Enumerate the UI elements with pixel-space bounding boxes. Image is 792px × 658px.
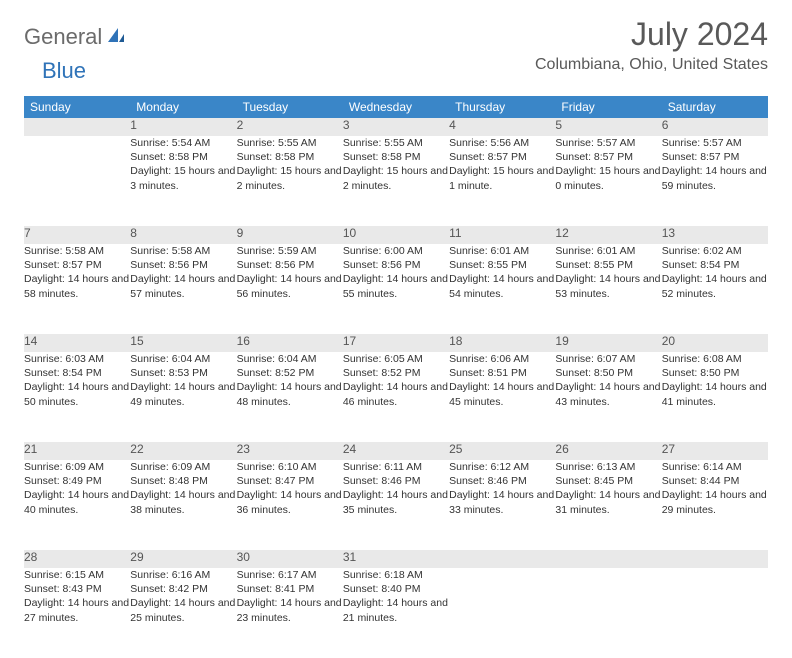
day-number: 30 [237,550,343,568]
day-number: 9 [237,226,343,244]
daynum-row: 123456 [24,118,768,136]
month-title: July 2024 [535,18,768,50]
day-number: 25 [449,442,555,460]
empty-day-cell [449,568,555,658]
day-cell: Sunrise: 6:09 AMSunset: 8:49 PMDaylight:… [24,460,130,550]
day-number: 12 [555,226,661,244]
day-cell: Sunrise: 5:57 AMSunset: 8:57 PMDaylight:… [662,136,768,226]
day-cell: Sunrise: 5:58 AMSunset: 8:57 PMDaylight:… [24,244,130,334]
day-number: 24 [343,442,449,460]
day-cell: Sunrise: 5:54 AMSunset: 8:58 PMDaylight:… [130,136,236,226]
day-number: 17 [343,334,449,352]
day-number: 1 [130,118,236,136]
day-cell: Sunrise: 6:11 AMSunset: 8:46 PMDaylight:… [343,460,449,550]
weekday-header: Wednesday [343,96,449,118]
day-number: 6 [662,118,768,136]
day-number: 29 [130,550,236,568]
day-number: 27 [662,442,768,460]
day-cell: Sunrise: 6:06 AMSunset: 8:51 PMDaylight:… [449,352,555,442]
daytext-row: Sunrise: 6:09 AMSunset: 8:49 PMDaylight:… [24,460,768,550]
day-number: 23 [237,442,343,460]
day-cell: Sunrise: 6:04 AMSunset: 8:53 PMDaylight:… [130,352,236,442]
brand-part2: Blue [42,58,86,83]
daynum-row: 21222324252627 [24,442,768,460]
day-cell: Sunrise: 6:01 AMSunset: 8:55 PMDaylight:… [449,244,555,334]
day-cell: Sunrise: 6:10 AMSunset: 8:47 PMDaylight:… [237,460,343,550]
day-cell: Sunrise: 5:57 AMSunset: 8:57 PMDaylight:… [555,136,661,226]
weekday-header-row: Sunday Monday Tuesday Wednesday Thursday… [24,96,768,118]
day-cell: Sunrise: 6:14 AMSunset: 8:44 PMDaylight:… [662,460,768,550]
day-number: 7 [24,226,130,244]
day-cell: Sunrise: 5:58 AMSunset: 8:56 PMDaylight:… [130,244,236,334]
day-cell: Sunrise: 6:12 AMSunset: 8:46 PMDaylight:… [449,460,555,550]
day-number: 3 [343,118,449,136]
day-number: 22 [130,442,236,460]
day-cell: Sunrise: 5:59 AMSunset: 8:56 PMDaylight:… [237,244,343,334]
day-number: 10 [343,226,449,244]
day-number: 5 [555,118,661,136]
day-number: 15 [130,334,236,352]
empty-day-number [662,550,768,568]
brand-part1: General [24,24,102,50]
daynum-row: 28293031 [24,550,768,568]
day-cell: Sunrise: 5:56 AMSunset: 8:57 PMDaylight:… [449,136,555,226]
day-cell: Sunrise: 6:08 AMSunset: 8:50 PMDaylight:… [662,352,768,442]
day-number: 19 [555,334,661,352]
day-cell: Sunrise: 5:55 AMSunset: 8:58 PMDaylight:… [343,136,449,226]
empty-day-cell [555,568,661,658]
daytext-row: Sunrise: 5:54 AMSunset: 8:58 PMDaylight:… [24,136,768,226]
day-number: 26 [555,442,661,460]
day-number: 21 [24,442,130,460]
empty-day-cell [662,568,768,658]
day-cell: Sunrise: 6:15 AMSunset: 8:43 PMDaylight:… [24,568,130,658]
calendar-body: 123456Sunrise: 5:54 AMSunset: 8:58 PMDay… [24,118,768,658]
daynum-row: 14151617181920 [24,334,768,352]
day-number: 2 [237,118,343,136]
day-number: 16 [237,334,343,352]
day-cell: Sunrise: 6:03 AMSunset: 8:54 PMDaylight:… [24,352,130,442]
day-number: 4 [449,118,555,136]
empty-day-number [449,550,555,568]
daytext-row: Sunrise: 5:58 AMSunset: 8:57 PMDaylight:… [24,244,768,334]
empty-day-number [24,118,130,136]
day-number: 31 [343,550,449,568]
weekday-header: Friday [555,96,661,118]
day-number: 8 [130,226,236,244]
day-number: 18 [449,334,555,352]
day-cell: Sunrise: 6:04 AMSunset: 8:52 PMDaylight:… [237,352,343,442]
weekday-header: Saturday [662,96,768,118]
day-cell: Sunrise: 6:07 AMSunset: 8:50 PMDaylight:… [555,352,661,442]
day-cell: Sunrise: 6:00 AMSunset: 8:56 PMDaylight:… [343,244,449,334]
day-cell: Sunrise: 6:16 AMSunset: 8:42 PMDaylight:… [130,568,236,658]
weekday-header: Tuesday [237,96,343,118]
empty-day-cell [24,136,130,226]
empty-day-number [555,550,661,568]
day-number: 14 [24,334,130,352]
brand-logo: General [24,24,128,50]
day-cell: Sunrise: 6:05 AMSunset: 8:52 PMDaylight:… [343,352,449,442]
brand-sail-icon [106,26,126,49]
calendar-page: General July 2024 Columbiana, Ohio, Unit… [0,0,792,658]
weekday-header: Monday [130,96,236,118]
day-number: 13 [662,226,768,244]
calendar-table: Sunday Monday Tuesday Wednesday Thursday… [24,96,768,658]
daytext-row: Sunrise: 6:03 AMSunset: 8:54 PMDaylight:… [24,352,768,442]
day-cell: Sunrise: 6:13 AMSunset: 8:45 PMDaylight:… [555,460,661,550]
day-cell: Sunrise: 5:55 AMSunset: 8:58 PMDaylight:… [237,136,343,226]
daytext-row: Sunrise: 6:15 AMSunset: 8:43 PMDaylight:… [24,568,768,658]
day-cell: Sunrise: 6:01 AMSunset: 8:55 PMDaylight:… [555,244,661,334]
weekday-header: Thursday [449,96,555,118]
day-number: 28 [24,550,130,568]
day-number: 20 [662,334,768,352]
daynum-row: 78910111213 [24,226,768,244]
day-cell: Sunrise: 6:09 AMSunset: 8:48 PMDaylight:… [130,460,236,550]
day-cell: Sunrise: 6:18 AMSunset: 8:40 PMDaylight:… [343,568,449,658]
weekday-header: Sunday [24,96,130,118]
day-cell: Sunrise: 6:02 AMSunset: 8:54 PMDaylight:… [662,244,768,334]
day-cell: Sunrise: 6:17 AMSunset: 8:41 PMDaylight:… [237,568,343,658]
day-number: 11 [449,226,555,244]
